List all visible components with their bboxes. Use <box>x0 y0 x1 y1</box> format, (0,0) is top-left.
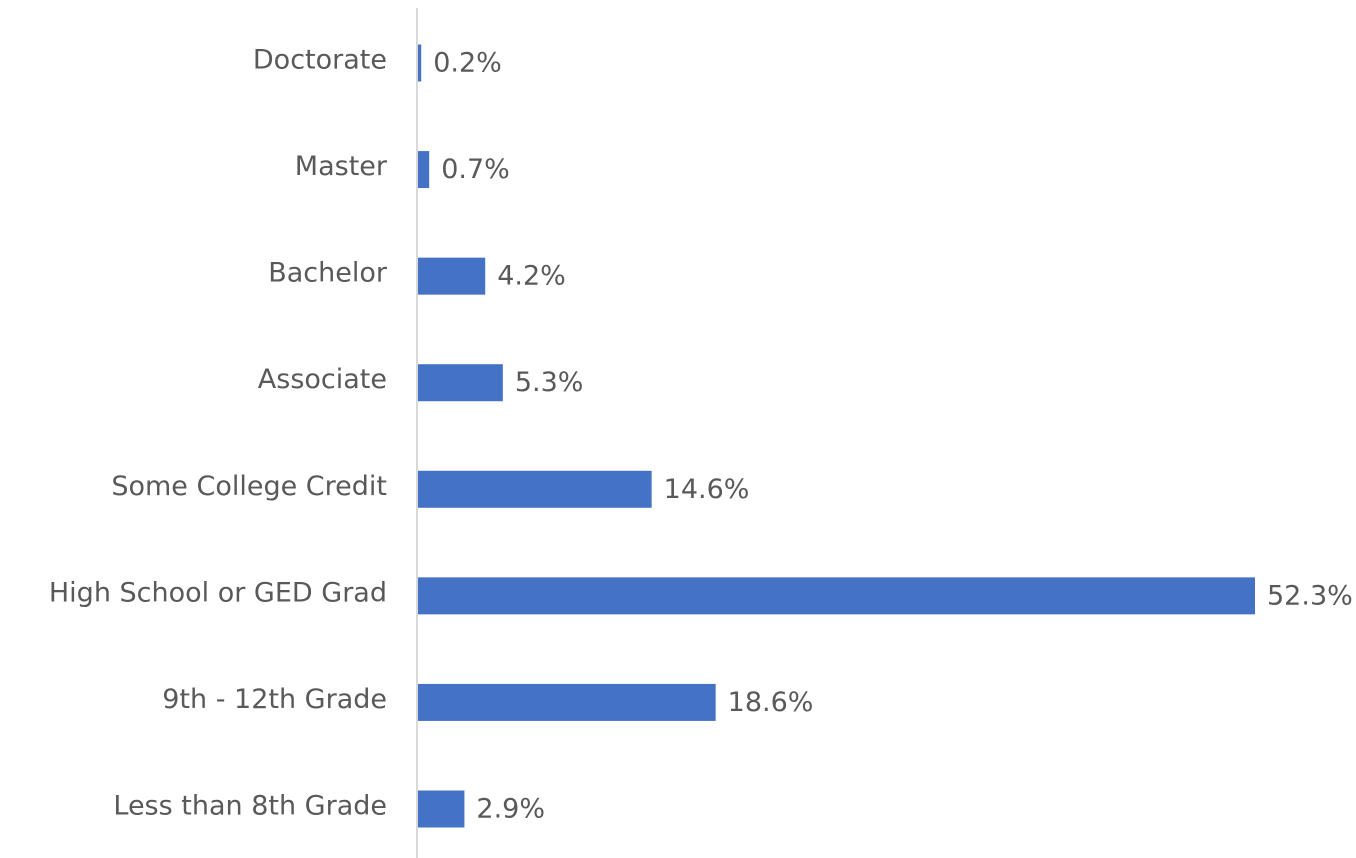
value-label: 18.6% <box>728 687 814 718</box>
bar <box>418 364 503 402</box>
value-label: 2.9% <box>476 794 545 825</box>
value-label: 0.2% <box>433 48 502 79</box>
category-label: Less than 8th Grade <box>113 791 387 822</box>
category-label: Some College Credit <box>111 471 387 502</box>
bar <box>418 44 422 82</box>
value-label: 52.3% <box>1267 580 1353 611</box>
category-label: Associate <box>258 364 387 395</box>
category-label: Master <box>295 151 388 182</box>
bar <box>418 577 1255 615</box>
category-label: Bachelor <box>268 258 388 289</box>
bar <box>418 470 652 508</box>
bar <box>418 257 486 295</box>
category-label: High School or GED Grad <box>49 577 387 608</box>
category-label: Doctorate <box>253 45 387 76</box>
value-label: 5.3% <box>515 367 584 398</box>
value-label: 4.2% <box>497 261 566 292</box>
category-label: 9th - 12th Grade <box>162 684 387 715</box>
value-label: 14.6% <box>664 474 750 505</box>
bar <box>418 151 430 189</box>
bar <box>418 790 465 828</box>
value-label: 0.7% <box>441 154 510 185</box>
bar <box>418 683 716 721</box>
